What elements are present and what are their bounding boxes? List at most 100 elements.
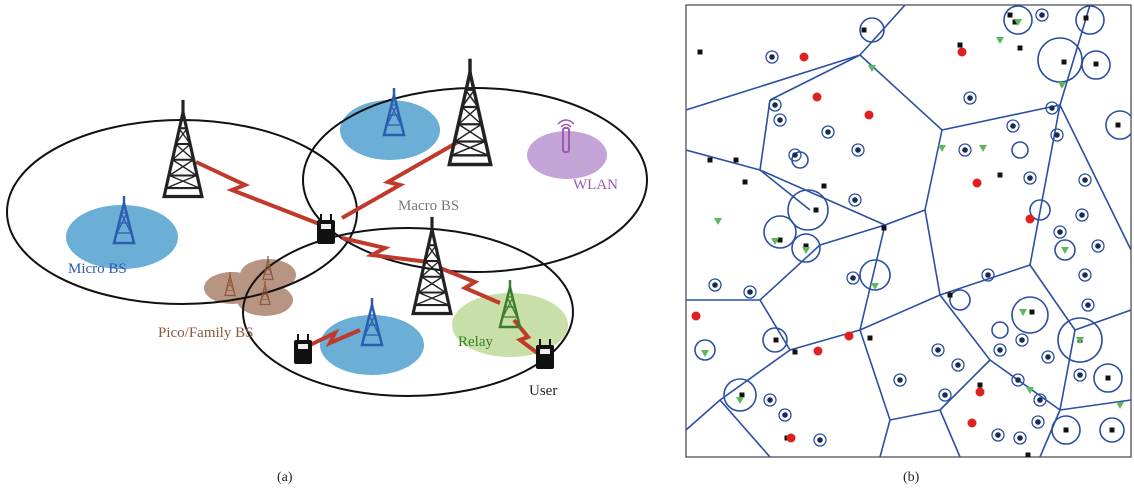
green-node [996, 37, 1004, 44]
voronoi-edge [939, 294, 991, 361]
voronoi-edge [759, 169, 811, 211]
coverage-circle [1011, 141, 1029, 159]
voronoi-edge [719, 349, 791, 401]
voronoi-edge [759, 169, 886, 226]
dark-node [1010, 123, 1016, 129]
red-node [975, 387, 985, 397]
small-cell-ring [813, 433, 827, 447]
user-point [1007, 12, 1013, 18]
user-point [803, 243, 809, 249]
coverage-circle [1029, 199, 1051, 221]
coverage-circle [1003, 5, 1033, 35]
wlan-ap-icon [557, 119, 575, 153]
coverage-circle [1057, 317, 1103, 363]
user-point [1017, 45, 1023, 51]
dark-node [1079, 212, 1085, 218]
macro-tower-right-icon [447, 56, 493, 167]
dark-node [1045, 354, 1051, 360]
voronoi-edge [1059, 5, 1091, 106]
red-node [799, 52, 809, 62]
small-cell-ring [1081, 298, 1095, 312]
green-node [802, 247, 810, 254]
voronoi-edge [859, 5, 906, 56]
dark-node [1082, 272, 1088, 278]
coverage-circle [1081, 50, 1111, 80]
green-node [736, 397, 744, 404]
small-cell-ring [778, 408, 792, 422]
link-user-small [309, 328, 361, 348]
voronoi-edge [1029, 104, 1061, 266]
voronoi-edge [879, 419, 891, 457]
red-node [957, 47, 967, 57]
voronoi-edge [759, 244, 821, 301]
user-point [733, 157, 739, 163]
voronoi-edge [939, 359, 991, 411]
macro-tower-bottom-icon [411, 215, 453, 316]
small-cell-ring [1073, 368, 1087, 382]
small-cell-ring [1035, 8, 1049, 22]
dark-node [817, 437, 823, 443]
user-point [1105, 375, 1111, 381]
green-node [979, 145, 987, 152]
small-cell-ring [788, 148, 802, 162]
voronoi-edge [939, 409, 961, 457]
red-node [813, 346, 823, 356]
small-cell-ring [1011, 373, 1025, 387]
dark-node [712, 282, 718, 288]
user-point [1061, 59, 1067, 65]
user-point [977, 382, 983, 388]
small-cell-ring [993, 343, 1007, 357]
coverage-circle [762, 327, 788, 353]
small-cell-ring [768, 98, 782, 112]
wlan-zone [527, 131, 607, 179]
small-cell-ring [958, 143, 972, 157]
user-point [947, 292, 953, 298]
small-cell-ring [1053, 225, 1067, 239]
pico-zone-3 [237, 284, 293, 316]
dark-node [1085, 302, 1091, 308]
user-point [821, 183, 827, 189]
dark-node [1057, 229, 1063, 235]
user-point [1029, 309, 1035, 315]
voronoi-edge [759, 99, 771, 171]
dark-node [1017, 435, 1023, 441]
dark-node [1082, 177, 1088, 183]
small-cell-ring [1033, 393, 1047, 407]
dark-node [772, 102, 778, 108]
user-point [739, 392, 745, 398]
small-cell-ring [773, 113, 787, 127]
micro-bs-label: Micro BS [68, 261, 127, 277]
dark-node [777, 117, 783, 123]
small-cell-ring [1078, 173, 1092, 187]
dark-node [769, 54, 775, 60]
voronoi-edge [1039, 409, 1061, 457]
pico-family-bs-label: Pico/Family BS [158, 325, 253, 341]
green-node [1076, 337, 1084, 344]
voronoi-edge [1074, 309, 1131, 331]
red-node [786, 433, 796, 443]
voronoi-edge [884, 209, 926, 226]
green-node [1026, 387, 1034, 394]
small-cell-ring [981, 268, 995, 282]
dark-node [942, 392, 948, 398]
red-node [1025, 214, 1035, 224]
small-cell-ring [851, 143, 865, 157]
coverage-circle [1075, 5, 1105, 35]
green-node [1019, 309, 1027, 316]
coverage-circle [694, 339, 716, 361]
wlan-label: WLAN [573, 177, 618, 193]
small-cell-ring [821, 125, 835, 139]
small-cell-ring [708, 278, 722, 292]
link-bottom-macro [341, 236, 429, 264]
coverage-circle [859, 17, 885, 43]
micro-bs-zone [66, 205, 178, 269]
small-cell-ring [1013, 431, 1027, 445]
green-node [868, 65, 876, 72]
small-cell-ring [848, 193, 862, 207]
wireless-links [195, 140, 542, 357]
green-node [871, 283, 879, 290]
voronoi-edge [1029, 264, 1076, 331]
voronoi-edge [859, 294, 941, 331]
small-cell-ring [765, 50, 779, 64]
panel-b-frame [685, 4, 1132, 458]
